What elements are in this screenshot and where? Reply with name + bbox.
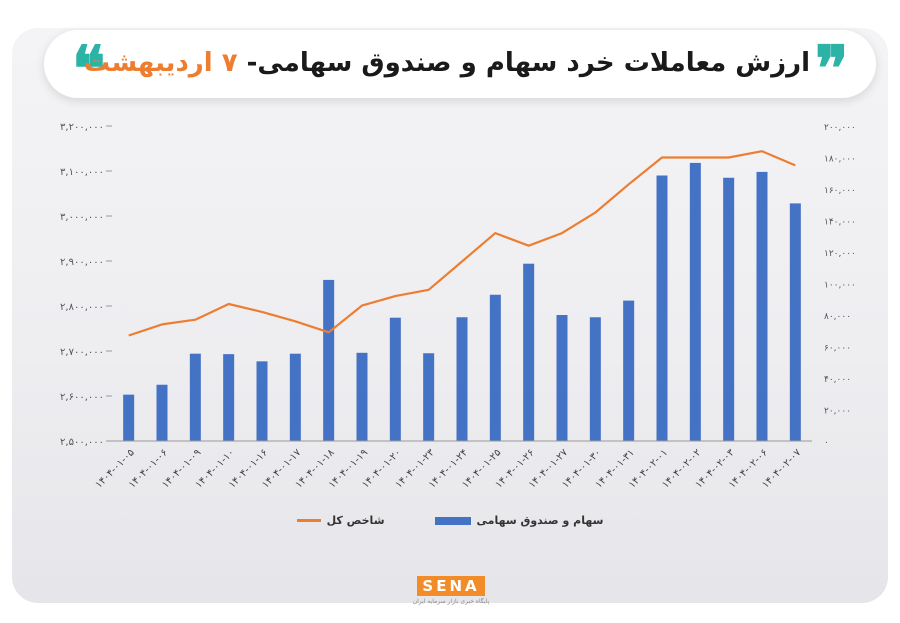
bar (723, 177, 735, 441)
y-left-tick-label: ۲,۸۰۰,۰۰۰ (60, 302, 104, 313)
y-right-tick-label: ۴۰,۰۰۰ (824, 375, 851, 385)
bar (523, 263, 535, 441)
y-left-tick-label: ۲,۵۰۰,۰۰۰ (60, 437, 104, 448)
y-right-tick-label: ۱۸۰,۰۰۰ (824, 155, 856, 165)
bar (289, 353, 301, 441)
bar (589, 317, 601, 441)
bar (156, 384, 168, 441)
bar (223, 354, 235, 441)
bar (789, 203, 801, 441)
bar (189, 353, 201, 441)
chart-title-accent: ۷ اردیبهشت (83, 48, 238, 78)
quote-right-icon: ❞ (815, 32, 849, 105)
bar (756, 171, 768, 441)
chart-card (12, 28, 888, 603)
bar (456, 317, 468, 441)
bar (689, 162, 701, 441)
y-right-tick-label: ۱۰۰,۰۰۰ (824, 281, 856, 291)
title-banner (44, 30, 876, 98)
logo-word: SENA (417, 576, 485, 596)
chart-title: ارزش معاملات خرد سهام و صندوق سهامی- ۷ ا… (84, 48, 810, 78)
y-left-tick-label: ۳,۱۰۰,۰۰۰ (60, 167, 104, 178)
bar (123, 394, 135, 441)
chart-title-main: ارزش معاملات خرد سهام و صندوق سهامی- (237, 48, 810, 78)
legend-label-bar: سهام و صندوق سهامی (476, 514, 604, 527)
y-left-tick-label: ۳,۰۰۰,۰۰۰ (60, 212, 104, 223)
bar (623, 300, 635, 441)
bar (323, 279, 335, 441)
bar (256, 361, 268, 441)
legend-swatch-bar (434, 516, 471, 525)
y-left-tick-label: ۲,۹۰۰,۰۰۰ (60, 257, 104, 268)
y-right-tick-label: ۸۰,۰۰۰ (824, 312, 851, 322)
bar (556, 315, 568, 441)
legend-swatch-line (296, 519, 321, 522)
y-right-tick-label: ۲۰۰,۰۰۰ (824, 123, 856, 133)
bar (356, 352, 368, 441)
bar (489, 294, 501, 441)
quote-left-icon: ❝ (72, 32, 106, 105)
y-left-tick-label: ۲,۷۰۰,۰۰۰ (60, 347, 104, 358)
legend-item-line: شاخص کل (296, 514, 385, 527)
y-right-tick-label: ۶۰,۰۰۰ (824, 344, 851, 354)
bar (423, 353, 435, 441)
logo-subtitle: پایگاه خبری بازار سرمایه ایران (412, 598, 490, 605)
bar (389, 317, 401, 441)
y-right-tick-label: ۱۴۰,۰۰۰ (824, 218, 856, 228)
legend-item-bar: سهام و صندوق سهامی (434, 514, 604, 527)
chart-legend: شاخص کل سهام و صندوق سهامی (0, 514, 900, 527)
y-right-tick-label: ۱۲۰,۰۰۰ (824, 249, 856, 259)
y-left-tick-label: ۲,۶۰۰,۰۰۰ (60, 392, 104, 403)
sena-logo: SENA پایگاه خبری بازار سرمایه ایران (412, 576, 490, 610)
bar (656, 175, 668, 441)
legend-label-line: شاخص کل (326, 514, 385, 527)
y-left-tick-label: ۳,۲۰۰,۰۰۰ (60, 122, 104, 133)
y-right-tick-label: ۰ (824, 438, 829, 448)
y-right-tick-label: ۲۰,۰۰۰ (824, 407, 851, 417)
y-right-tick-label: ۱۶۰,۰۰۰ (824, 186, 856, 196)
